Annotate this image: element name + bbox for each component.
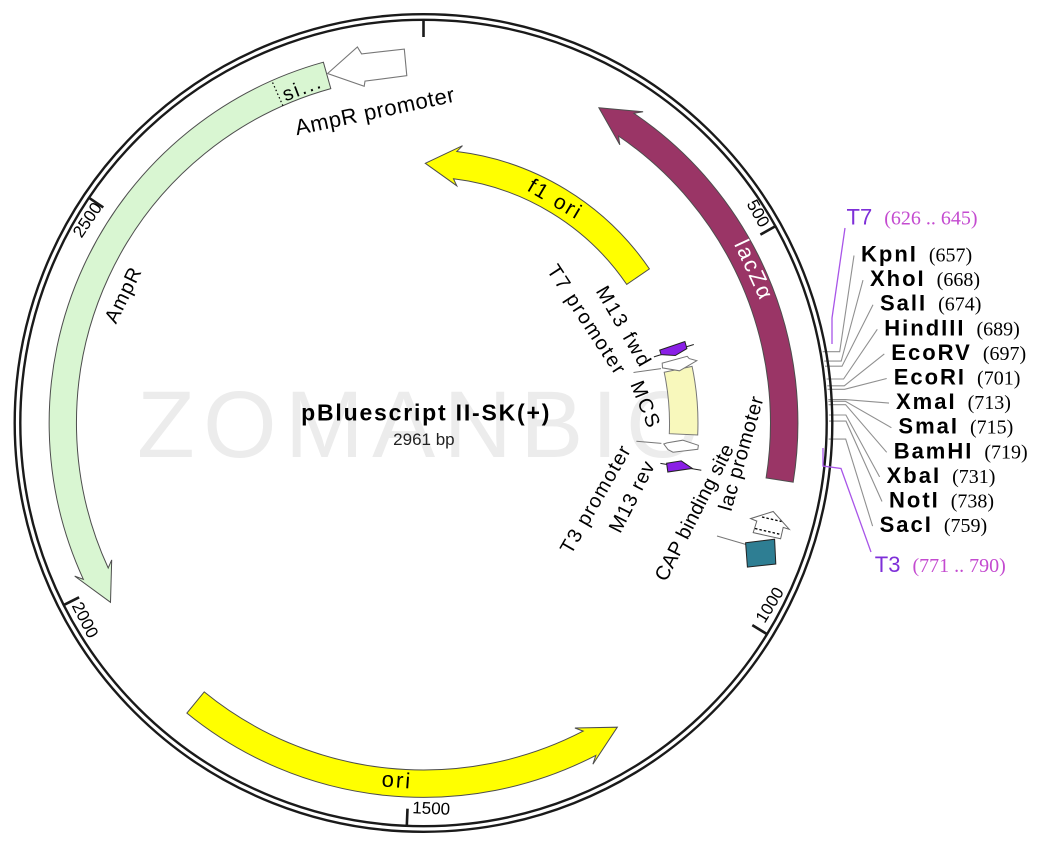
svg-text:XmaI(713): XmaI (713) bbox=[896, 389, 1011, 414]
svg-text:BamHI(719): BamHI (719) bbox=[894, 438, 1028, 463]
svg-text:1500: 1500 bbox=[412, 798, 451, 819]
svg-text:ZOMANBIO: ZOMANBIO bbox=[137, 372, 708, 478]
svg-text:T7(626 .. 645): T7 (626 .. 645) bbox=[847, 205, 978, 230]
svg-text:KpnI(657): KpnI (657) bbox=[861, 242, 972, 267]
svg-text:HindIII(689): HindIII (689) bbox=[884, 315, 1020, 340]
svg-text:XhoI(668): XhoI (668) bbox=[870, 266, 980, 291]
svg-text:2961 bp: 2961 bp bbox=[393, 430, 454, 449]
svg-text:T3(771 .. 790): T3 (771 .. 790) bbox=[875, 552, 1006, 577]
svg-text:EcoRI(701): EcoRI (701) bbox=[894, 365, 1021, 390]
svg-text:SmaI(715): SmaI (715) bbox=[898, 414, 1013, 439]
svg-text:pBluescript II-SK(+): pBluescript II-SK(+) bbox=[301, 400, 551, 426]
svg-text:ori: ori bbox=[381, 766, 413, 793]
svg-text:XbaI(731): XbaI (731) bbox=[887, 463, 996, 488]
svg-text:EcoRV(697): EcoRV (697) bbox=[891, 340, 1026, 365]
